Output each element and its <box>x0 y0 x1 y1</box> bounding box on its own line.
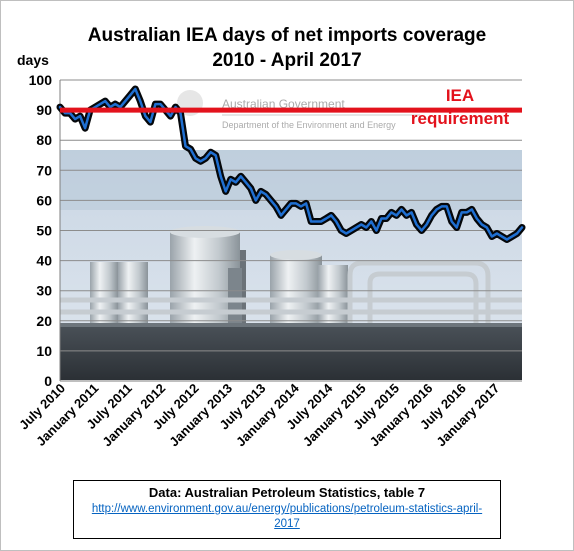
y-tick-label: 50 <box>36 223 52 239</box>
y-tick-label: 90 <box>36 102 52 118</box>
requirement-label: requirement <box>411 109 510 128</box>
series-line <box>58 87 524 241</box>
y-tick-label: 60 <box>36 192 52 208</box>
source-text: Data: Australian Petroleum Statistics, t… <box>148 485 426 500</box>
y-tick-label: 80 <box>36 132 52 148</box>
chart-svg: Australian Government Department of the … <box>16 72 526 449</box>
chart-subtitle: 2010 - April 2017 <box>212 50 362 71</box>
reference-line-group: IEA requirement <box>60 86 522 128</box>
source-box: Data: Australian Petroleum Statistics, t… <box>73 480 501 539</box>
y-tick-label: 20 <box>36 313 52 329</box>
logo-text-government: Australian Government <box>222 97 345 111</box>
y-tick-label: 10 <box>36 343 52 359</box>
chart-title: Australian IEA days of net imports cover… <box>87 25 487 46</box>
background-photo <box>60 150 522 380</box>
y-tick-label: 100 <box>29 72 53 88</box>
y-tick-label: 30 <box>36 283 52 299</box>
iea-label: IEA <box>446 86 474 105</box>
y-tick-labels: 0 10 20 30 40 50 60 70 80 90 100 <box>29 72 53 389</box>
y-tick-label: 40 <box>36 253 52 269</box>
y-tick-label: 70 <box>36 162 52 178</box>
axes <box>59 80 522 382</box>
logo-text-department: Department of the Environment and Energy <box>222 120 396 130</box>
y-tick-label: 0 <box>44 373 52 389</box>
y-axis-label: days <box>17 52 49 68</box>
source-link[interactable]: http://www.environment.gov.au/energy/pub… <box>91 503 483 530</box>
series-group <box>56 85 526 243</box>
